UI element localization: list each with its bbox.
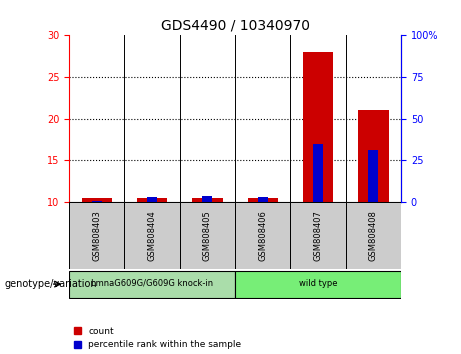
Bar <box>192 198 223 202</box>
Text: LmnaG609G/G609G knock-in: LmnaG609G/G609G knock-in <box>91 279 213 288</box>
Bar <box>69 270 235 298</box>
Text: GSM808405: GSM808405 <box>203 210 212 261</box>
Bar <box>303 52 333 202</box>
Text: GSM808403: GSM808403 <box>92 210 101 261</box>
Bar <box>290 202 346 269</box>
Bar <box>358 110 389 202</box>
Bar <box>82 199 112 202</box>
Legend: count, percentile rank within the sample: count, percentile rank within the sample <box>74 327 241 349</box>
Bar <box>235 202 290 269</box>
Text: GSM808407: GSM808407 <box>313 210 323 261</box>
Text: genotype/variation: genotype/variation <box>5 279 97 289</box>
Bar <box>137 199 167 202</box>
Text: GSM808406: GSM808406 <box>258 210 267 261</box>
Bar <box>313 144 323 202</box>
Bar <box>69 202 124 269</box>
Bar <box>180 202 235 269</box>
Text: wild type: wild type <box>299 279 337 288</box>
Bar <box>147 197 157 202</box>
Bar <box>368 150 378 202</box>
Bar <box>202 196 213 202</box>
Bar <box>258 197 268 202</box>
Bar <box>235 270 401 298</box>
Bar <box>92 201 102 202</box>
Title: GDS4490 / 10340970: GDS4490 / 10340970 <box>160 19 310 33</box>
Bar <box>346 202 401 269</box>
Text: GSM808404: GSM808404 <box>148 210 157 261</box>
Bar <box>124 202 180 269</box>
Text: GSM808408: GSM808408 <box>369 210 378 261</box>
Bar <box>248 198 278 202</box>
